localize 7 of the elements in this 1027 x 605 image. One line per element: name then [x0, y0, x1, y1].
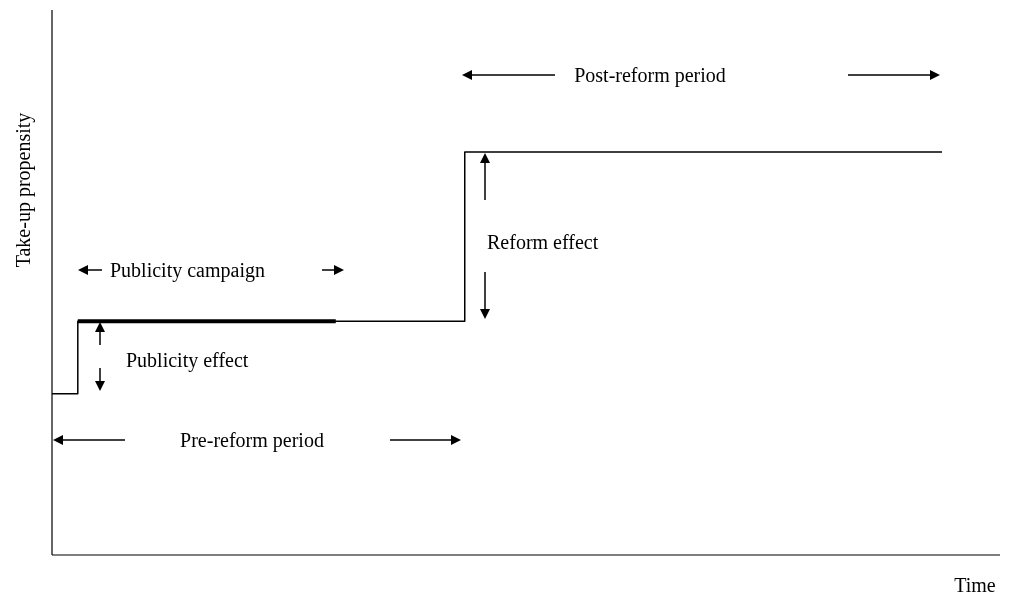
annotation: Publicity effect — [126, 349, 249, 372]
y-axis-title: Take-up propensity — [12, 112, 35, 268]
annotation: Reform effect — [487, 231, 599, 253]
text: Post-reform period — [574, 64, 726, 87]
x-axis-title: Time — [954, 574, 996, 596]
annotation: Publicity campaign — [110, 259, 265, 282]
annotation: Pre-reform period — [180, 429, 324, 452]
